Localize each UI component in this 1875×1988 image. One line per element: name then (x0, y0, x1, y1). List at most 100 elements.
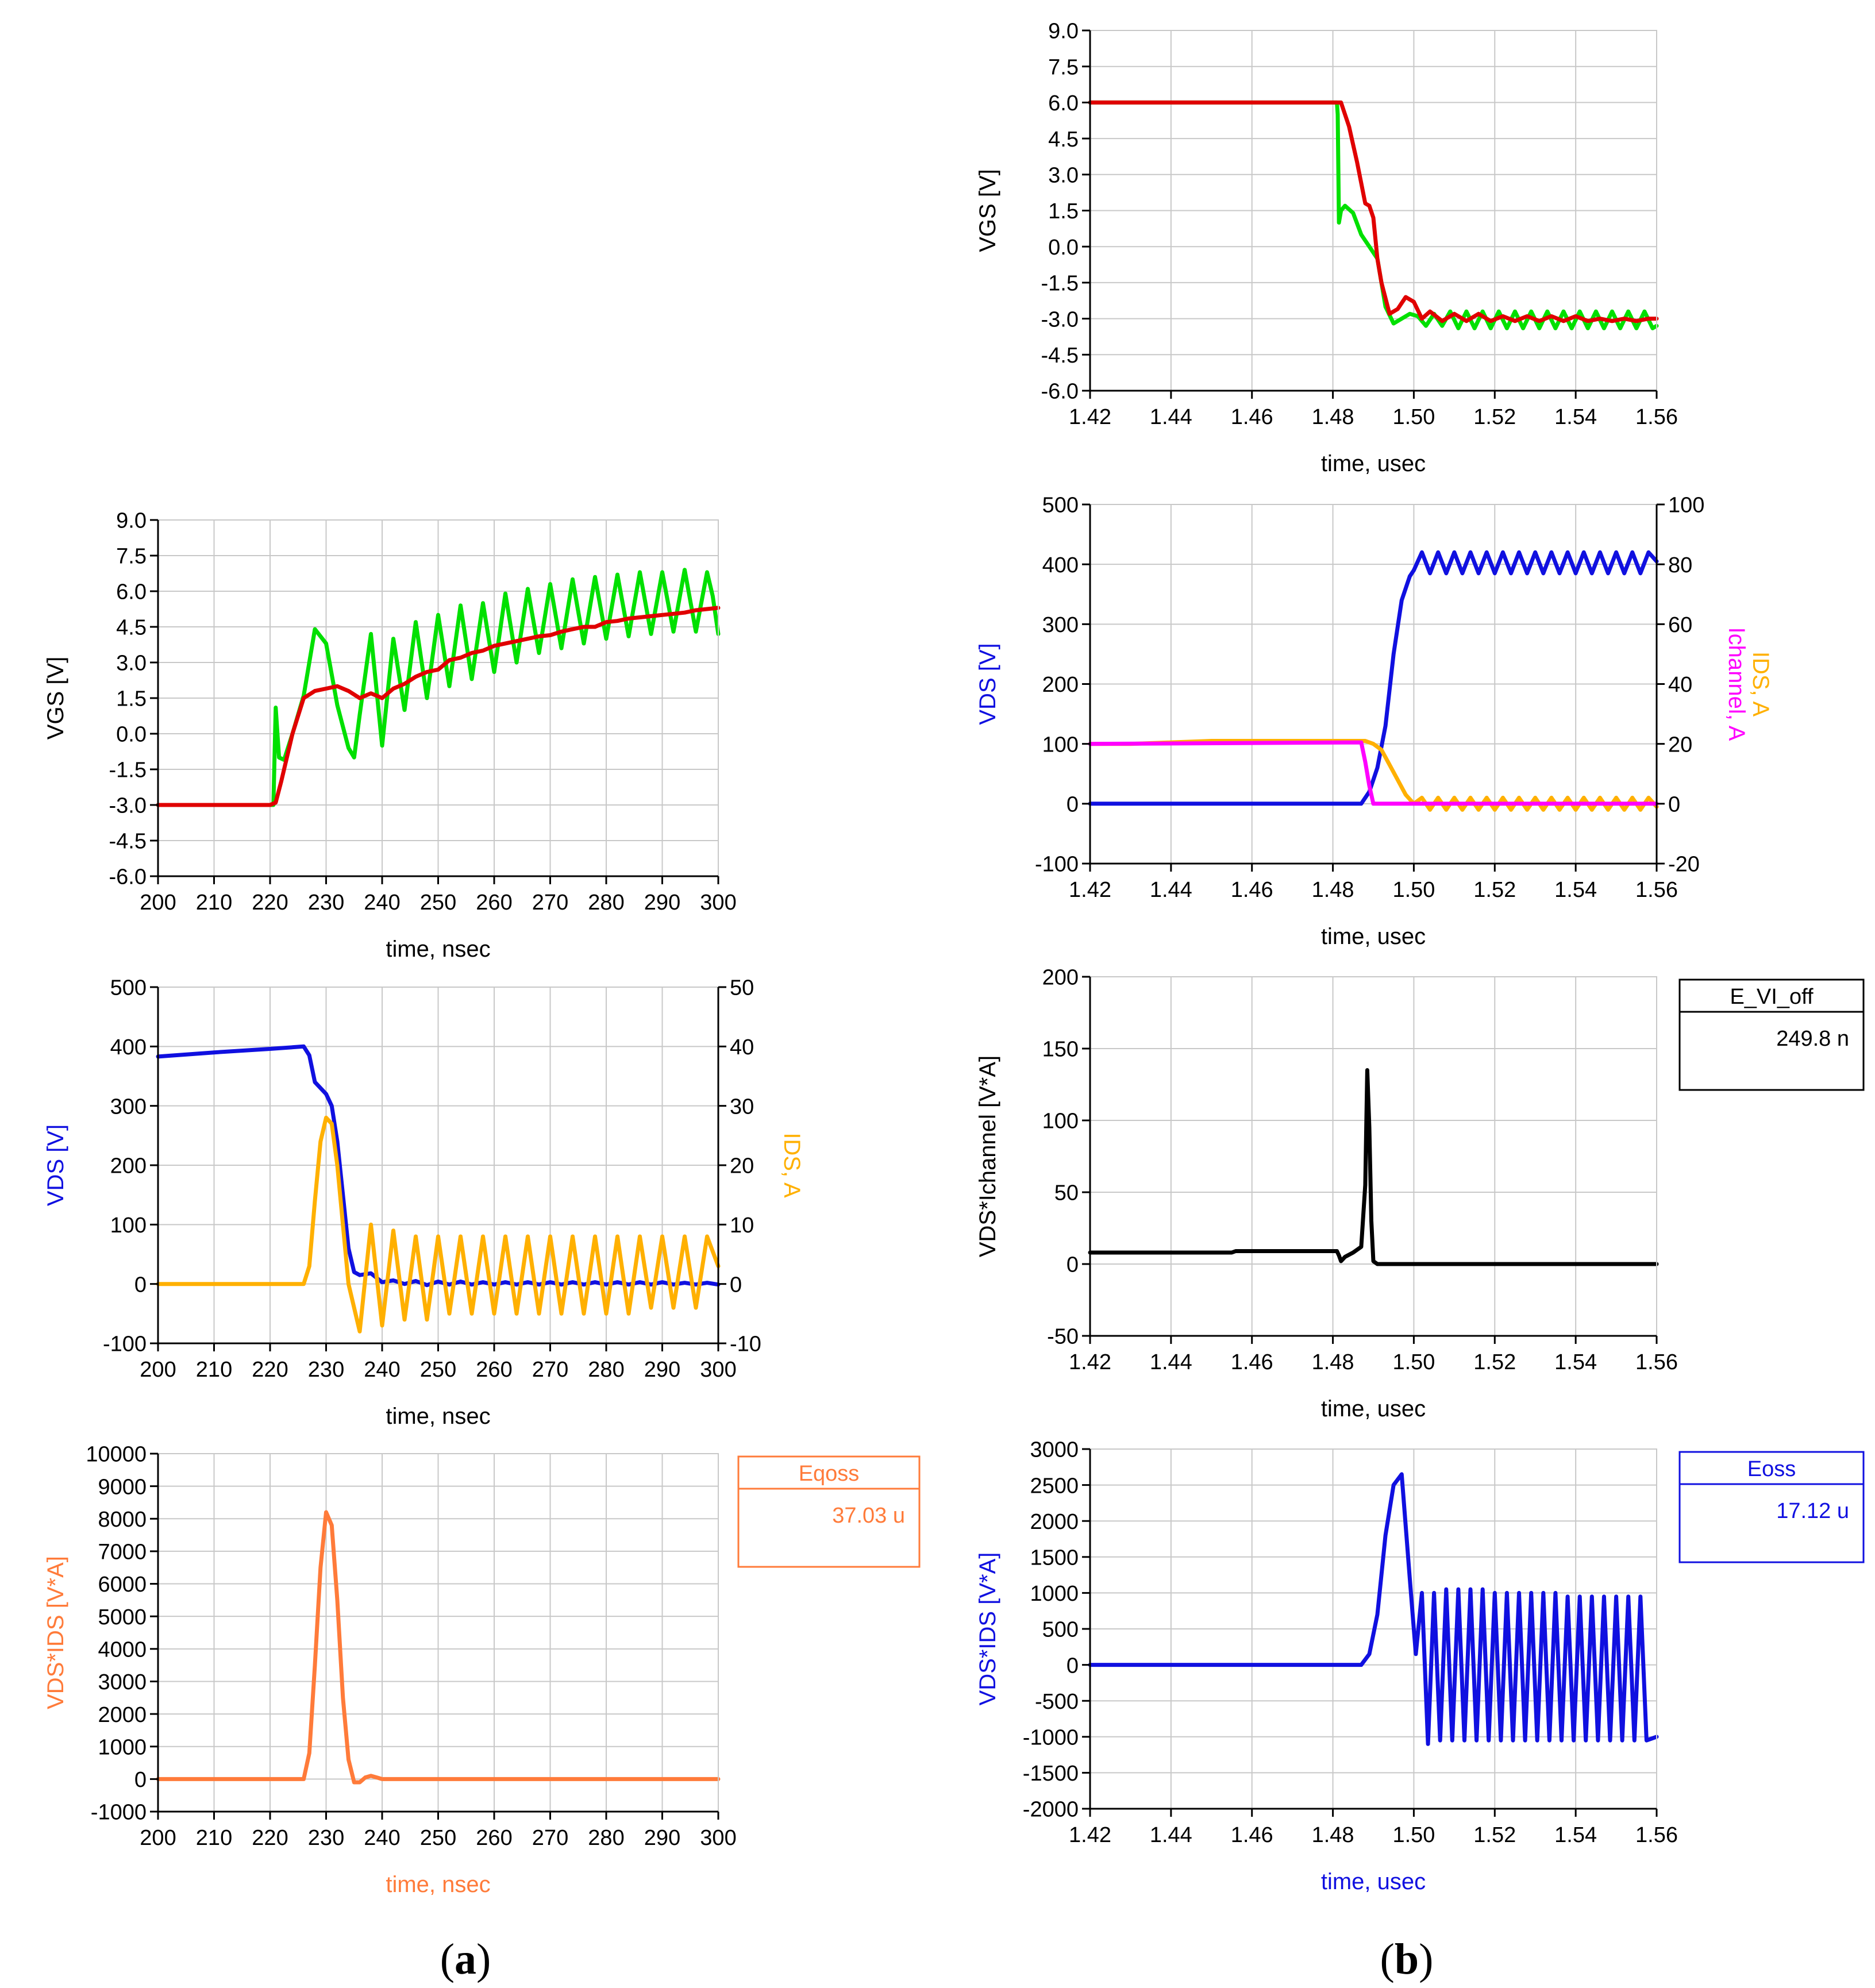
y-tick-label: -6.0 (1041, 380, 1079, 404)
y-tick-label: 3.0 (116, 652, 147, 676)
x-tick-label: 1.56 (1635, 405, 1678, 429)
y-tick-label: 200 (1042, 673, 1079, 697)
value-box (1678, 1451, 1865, 1563)
x-tick-label: 200 (140, 1358, 176, 1382)
y-tick-label: 2500 (1030, 1474, 1079, 1498)
x-tick-label: 280 (588, 1826, 624, 1850)
x-tick-label: 1.42 (1069, 1350, 1111, 1374)
panel-label-a-letter: a (455, 1935, 476, 1983)
y-tick-label: 7000 (98, 1540, 147, 1565)
panel-label-b-letter: b (1395, 1935, 1419, 1983)
series-line-ids (156, 1115, 721, 1334)
x-tick-label: 1.52 (1473, 1823, 1516, 1847)
y-tick-label: 7.5 (116, 545, 147, 569)
x-tick-label: 260 (476, 1358, 512, 1382)
y-tick-label: -1500 (1023, 1762, 1079, 1786)
series-line-vgs (1088, 100, 1659, 330)
x-tick-label: 200 (140, 891, 176, 915)
y-tick-label: 6.0 (1048, 91, 1079, 115)
y-axis-title: VGS [V] (43, 657, 68, 740)
y-tick-label: 4.5 (116, 616, 147, 640)
x-tick-label: 1.56 (1635, 1350, 1678, 1374)
x-tick-label: 1.44 (1150, 878, 1192, 902)
y2-tick-label: 10 (730, 1213, 754, 1238)
x-tick-label: 1.52 (1473, 878, 1516, 902)
x-axis-title: time, usec (1321, 451, 1426, 476)
y-tick-label: -50 (1047, 1325, 1079, 1349)
x-tick-label: 1.46 (1231, 405, 1273, 429)
x-tick-label: 1.48 (1312, 878, 1354, 902)
y2-axis-title: IDS, A (779, 1132, 804, 1198)
series-line-ichannel (1088, 740, 1659, 806)
x-axis-title: time, nsec (386, 1404, 490, 1429)
y-tick-label: -3.0 (109, 794, 147, 818)
y-tick-label: 200 (1042, 966, 1079, 990)
x-tick-label: 200 (140, 1826, 176, 1850)
y2-axis-title: Ichannel, A (1724, 627, 1749, 741)
x-tick-label: 250 (420, 891, 456, 915)
y-tick-label: 4000 (98, 1638, 147, 1662)
x-tick-label: 210 (196, 891, 232, 915)
x-axis-title: time, nsec (386, 937, 490, 962)
series-line-ids (1088, 739, 1659, 812)
series-line-vds-ids (1088, 1472, 1659, 1746)
y-axis-title: VDS [V] (975, 643, 1000, 725)
y2-tick-label: 50 (730, 976, 754, 1000)
x-axis-title: time, usec (1321, 924, 1426, 949)
y-tick-label: -2000 (1023, 1798, 1079, 1822)
x-tick-label: 1.48 (1312, 1350, 1354, 1374)
y-tick-label: 0 (134, 1768, 147, 1792)
series-line-vgs (156, 568, 721, 807)
y2-tick-label: 20 (730, 1154, 754, 1178)
y-tick-label: -500 (1035, 1690, 1079, 1714)
y2-tick-label: -10 (730, 1332, 761, 1357)
x-tick-label: 1.52 (1473, 405, 1516, 429)
y2-tick-label: 0 (730, 1273, 742, 1297)
y-tick-label: 2000 (98, 1703, 147, 1727)
y2-tick-label: 20 (1668, 733, 1692, 757)
x-tick-label: 230 (308, 1358, 344, 1382)
y-tick-label: 100 (110, 1213, 147, 1238)
x-tick-label: 270 (532, 1826, 568, 1850)
y-axis-title: VDS*Ichannel [V*A] (975, 1055, 1000, 1257)
y-tick-label: -1000 (91, 1801, 147, 1825)
x-tick-label: 1.48 (1312, 405, 1354, 429)
x-tick-label: 1.54 (1554, 1823, 1597, 1847)
x-tick-label: 210 (196, 1826, 232, 1850)
y-tick-label: 0 (1067, 793, 1079, 817)
x-tick-label: 1.54 (1554, 1350, 1597, 1374)
value-box-value: 17.12 u (1776, 1499, 1849, 1523)
y2-tick-label: 0 (1668, 793, 1680, 817)
y-tick-label: -4.5 (1041, 344, 1079, 368)
y-tick-label: 0.0 (116, 723, 147, 747)
series-line-vgs (1088, 100, 1659, 323)
y-tick-label: 1.5 (1048, 199, 1079, 224)
x-axis-title: time, usec (1321, 1869, 1426, 1894)
x-tick-label: 270 (532, 891, 568, 915)
y2-tick-label: 100 (1668, 494, 1704, 518)
x-tick-label: 1.50 (1392, 1823, 1435, 1847)
x-tick-label: 1.52 (1473, 1350, 1516, 1374)
y-tick-label: 6.0 (116, 580, 147, 604)
panel-label-b: (b) (1380, 1935, 1434, 1983)
value-box-title: E_VI_off (1730, 985, 1814, 1009)
x-tick-label: 260 (476, 1826, 512, 1850)
chart-b1: 9.07.56.04.53.01.50.0-1.5-3.0-4.5-6.01.4… (975, 20, 1678, 476)
x-tick-label: 1.54 (1554, 405, 1597, 429)
y-tick-label: -6.0 (109, 865, 147, 889)
series-line-vds (156, 1044, 721, 1288)
y-tick-label: 5000 (98, 1605, 147, 1629)
y-tick-label: 2000 (1030, 1510, 1079, 1534)
y-tick-label: 3000 (98, 1670, 147, 1694)
value-box (1678, 978, 1865, 1091)
x-tick-label: 250 (420, 1826, 456, 1850)
y-tick-label: 1000 (1030, 1582, 1079, 1606)
y-tick-label: 100 (1042, 733, 1079, 757)
y-axis-title: VGS [V] (975, 169, 1000, 252)
x-tick-label: 1.46 (1231, 878, 1273, 902)
y-tick-label: 9.0 (116, 509, 147, 533)
y-tick-label: 200 (110, 1154, 147, 1178)
y2-tick-label: 80 (1668, 553, 1692, 577)
